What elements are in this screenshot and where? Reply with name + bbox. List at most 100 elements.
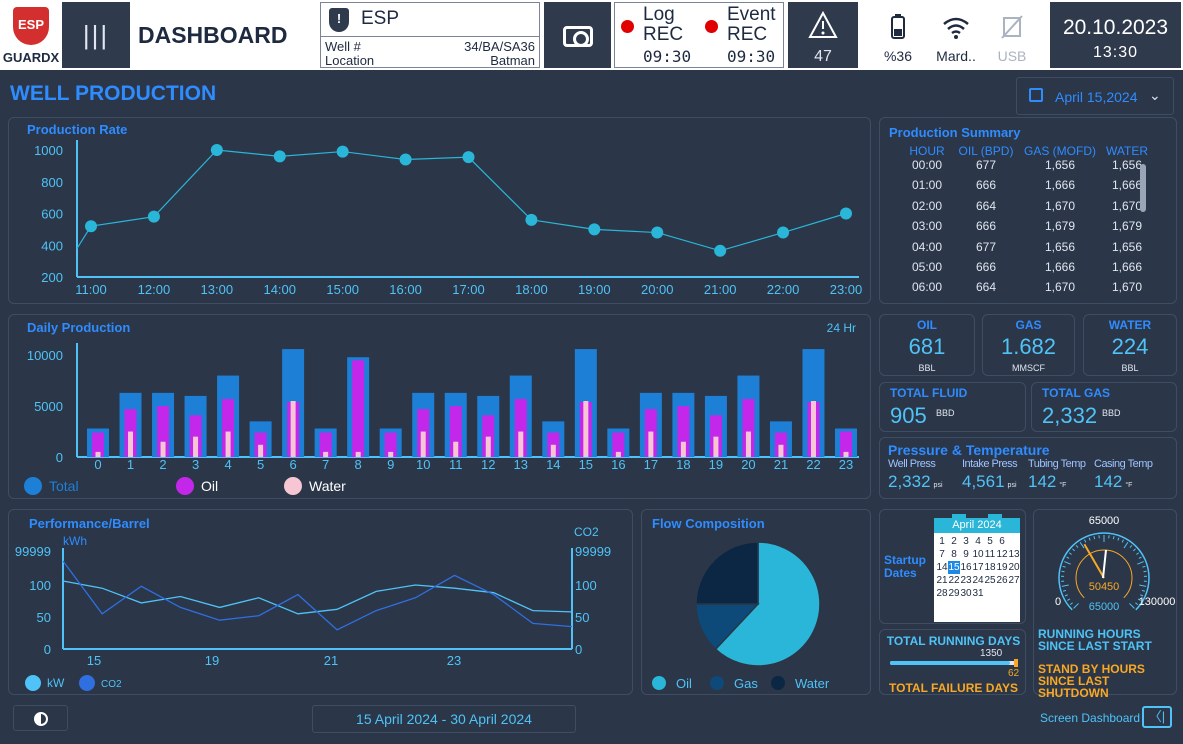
bar-oil [92, 432, 104, 457]
current-date: 20.10.2023 [1062, 16, 1169, 39]
casing-temp-value: 142 °F [1094, 472, 1133, 491]
x-tick-label: 2 [159, 457, 166, 472]
calendar-day[interactable]: 17 [972, 562, 984, 573]
event-label: Event [727, 4, 776, 25]
rate-line [76, 149, 847, 252]
calendar-day[interactable]: 30 [960, 588, 972, 599]
gauge-tick [1068, 552, 1072, 555]
calendar-day[interactable]: 4 [975, 536, 981, 547]
theme-toggle-button[interactable] [13, 705, 68, 731]
x-tick-label: 19 [205, 653, 219, 668]
rate-point [85, 220, 97, 233]
selected-date: April 15,2024 [1055, 89, 1138, 105]
rate-point [714, 244, 727, 257]
perf-line-co2 [62, 560, 573, 631]
menu-button[interactable]: ||| [62, 2, 130, 68]
x-tick-label: 16 [611, 457, 625, 472]
bar-water [648, 431, 654, 457]
gauge-tick [1061, 584, 1069, 587]
date-selector[interactable]: April 15,2024 ⌄ [1016, 77, 1174, 115]
x-tick-label: 17 [644, 457, 658, 472]
current-time: 13:30 [1092, 44, 1139, 61]
shield-icon: ! [329, 8, 349, 32]
x-tick-label: 21 [324, 653, 338, 668]
calendar-day[interactable]: 2 [951, 536, 957, 547]
column-header: GAS (MOFD) [1024, 144, 1096, 158]
calendar-day[interactable]: 12 [996, 549, 1008, 560]
y-tick-label: 800 [41, 175, 63, 190]
gauge-needle [1083, 543, 1105, 579]
kpi-unit: BBL [918, 363, 936, 373]
bar-water [615, 451, 621, 457]
calendar-day[interactable]: 16 [960, 562, 972, 573]
y-tick-label: 400 [41, 238, 63, 253]
calendar-day[interactable]: 26 [996, 575, 1008, 586]
x-tick-label: 18:00 [515, 282, 548, 297]
date-range-selector[interactable]: 15 April 2024 - 30 April 2024 [312, 705, 576, 733]
calendar-day[interactable]: 1 [939, 536, 945, 547]
bar-water [388, 451, 394, 457]
casing-temp-label: Casing Temp [1094, 458, 1153, 470]
calendar-day[interactable]: 5 [987, 536, 993, 547]
table-cell: 02:00 [911, 198, 943, 213]
calendar-day[interactable]: 14 [936, 562, 948, 573]
x-tick-label: 9 [387, 457, 394, 472]
table-scrollbar[interactable] [1140, 164, 1146, 212]
calendar-day[interactable]: 13 [1008, 549, 1020, 560]
x-tick-label: 23 [447, 653, 461, 668]
alarm-button[interactable]: 47 [788, 2, 858, 68]
panel-title: Performance/Barrel [29, 516, 150, 531]
calendar-day[interactable]: 18 [984, 562, 996, 573]
gauge-reference [1102, 549, 1107, 579]
calendar-day[interactable]: 21 [936, 575, 948, 586]
startup-calendar[interactable]: April 2024 1 2 3 4 5 6 7 8 9 10111213 141516171819… [934, 514, 1020, 622]
y-tick-label: 200 [41, 270, 63, 285]
calendar-grid[interactable]: 1 2 3 4 5 6 7 8 9 10111213 14151617181920 212223242… [936, 535, 1020, 600]
rate-point [273, 150, 286, 163]
bar-water [810, 401, 816, 457]
bar-water [485, 436, 491, 457]
x-tick-label: 20 [741, 457, 755, 472]
running-progress-bar [890, 659, 1018, 667]
calendar-day[interactable]: 15 [948, 561, 960, 574]
calendar-day[interactable]: 27 [1008, 575, 1020, 586]
running-progress-fill [890, 661, 1010, 665]
calendar-day[interactable]: 7 [939, 549, 945, 560]
bar-water [680, 441, 686, 457]
battery-label: %36 [883, 48, 913, 64]
bar-oil [384, 432, 397, 457]
calendar-day[interactable]: 10 [972, 549, 984, 560]
calendar-day[interactable]: 20 [1008, 562, 1020, 573]
gauge-tick [1062, 589, 1067, 592]
calendar-day[interactable]: 24 [972, 575, 984, 586]
calendar-day[interactable]: 11 [984, 549, 996, 560]
x-tick-label: 8 [355, 457, 362, 472]
y-tick-label: 10000 [27, 348, 63, 363]
running-days-title: TOTAL RUNNING DAYS [886, 634, 1021, 648]
calendar-day[interactable]: 3 [963, 536, 969, 547]
gauge-outer-arc [1058, 532, 1150, 611]
calendar-day[interactable]: 6 [999, 536, 1005, 547]
screen-dashboard-button[interactable]: 〈| [1142, 706, 1172, 728]
table-row: 02:00 664 1,670 1,670 [890, 199, 1150, 217]
calendar-day[interactable]: 8 [951, 549, 957, 560]
table-cell: 1,670 [1111, 280, 1143, 295]
x-tick-label: 16:00 [389, 282, 422, 297]
bar-oil [319, 432, 332, 457]
calendar-day[interactable]: 9 [963, 549, 969, 560]
period-label: 24 Hr [826, 321, 856, 335]
calendar-day[interactable]: 31 [972, 588, 984, 599]
legend-swatch [79, 675, 95, 691]
panel-title: Daily Production [27, 320, 131, 335]
calendar-day[interactable]: 23 [960, 575, 972, 586]
calendar-day[interactable]: 29 [948, 588, 960, 599]
calendar-day[interactable]: 22 [948, 575, 960, 586]
x-tick-label: 15:00 [326, 282, 359, 297]
x-tick-label: 21 [774, 457, 788, 472]
well-value: 34/BA/SA36 [464, 39, 535, 54]
calendar-day[interactable]: 25 [984, 575, 996, 586]
y-tick-label: 600 [41, 207, 63, 222]
camera-button[interactable] [544, 2, 611, 68]
calendar-day[interactable]: 19 [996, 562, 1008, 573]
calendar-day[interactable]: 28 [936, 588, 948, 599]
